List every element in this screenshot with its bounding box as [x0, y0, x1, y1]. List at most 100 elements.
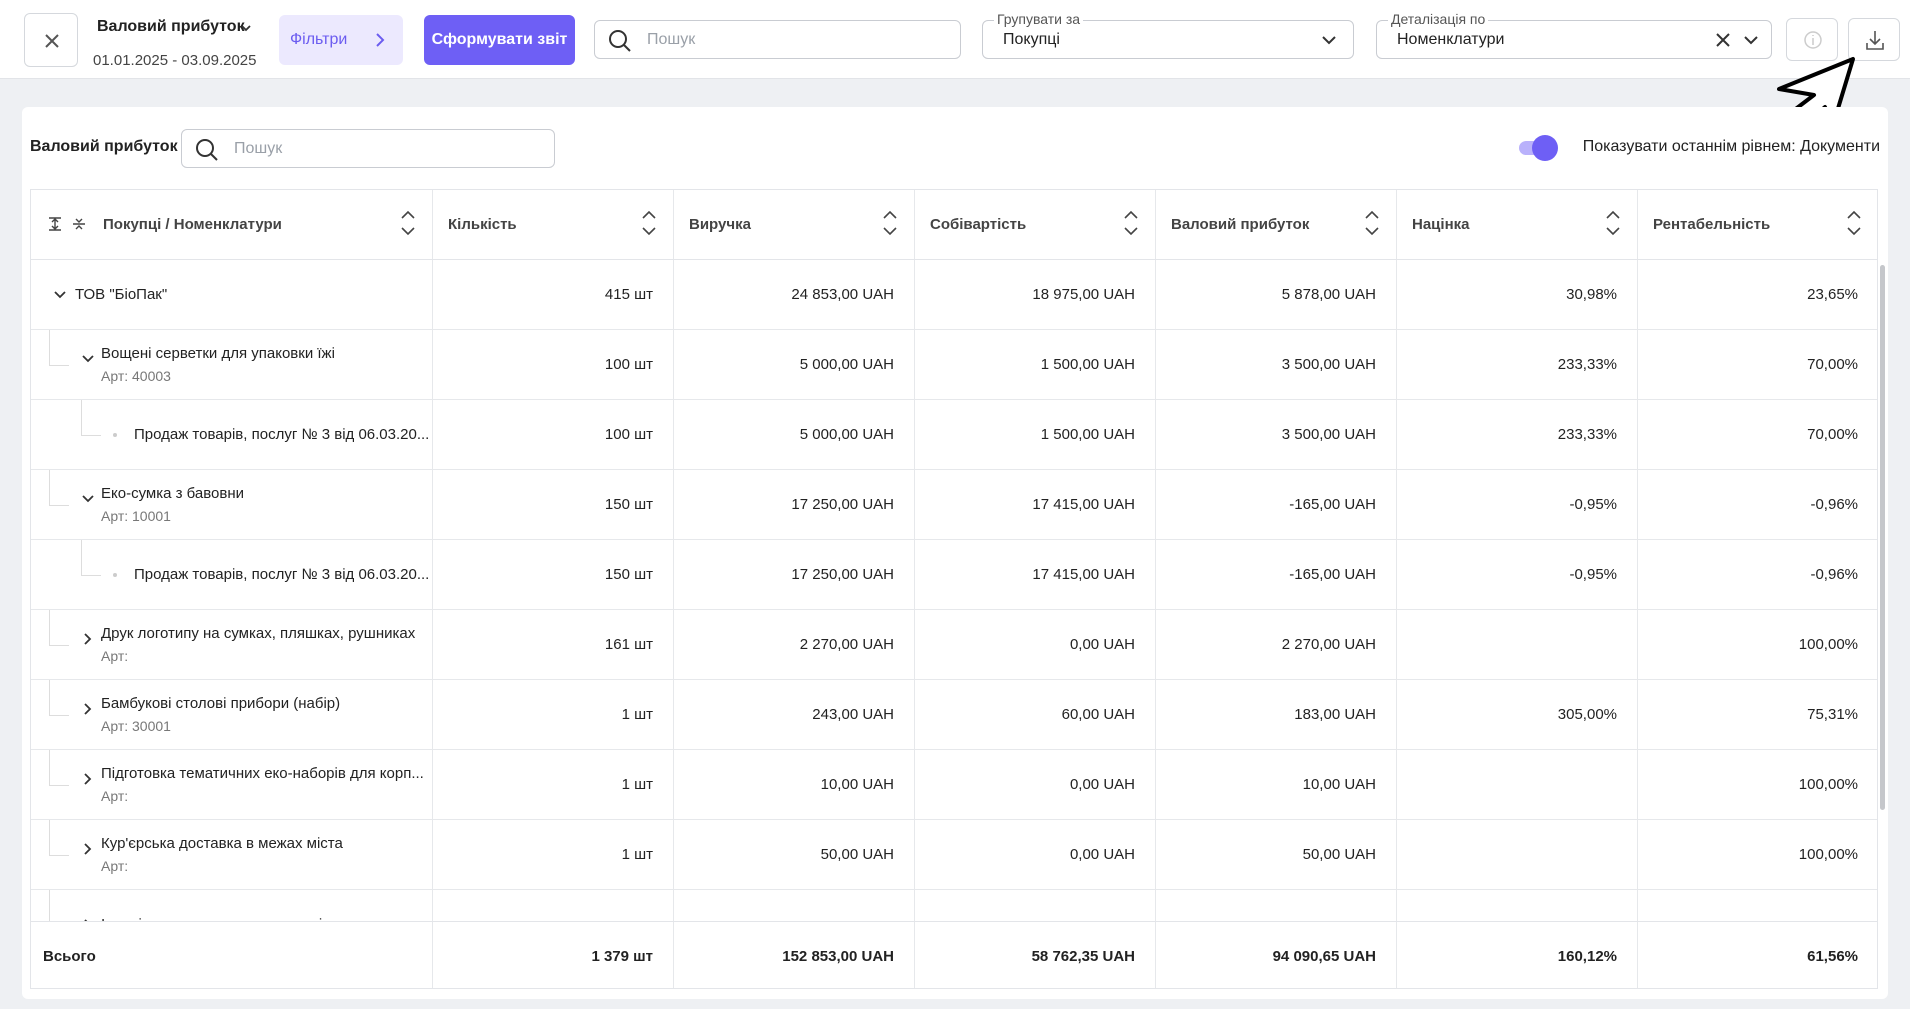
value-cell: 70,00% [1638, 330, 1877, 399]
row-name: Продаж товарів, послуг № 3 від 06.03.20.… [134, 566, 430, 583]
total-value: 58 762,35 UAH [1031, 948, 1135, 965]
column-header[interactable]: Виручка [674, 190, 915, 259]
top-bar: Валовий прибуток 01.01.2025 - 03.09.2025… [0, 0, 1910, 79]
close-button[interactable] [24, 13, 78, 67]
cell-value: 17 415,00 UAH [1032, 496, 1135, 513]
row-name: Підготовка тематичних еко-наборів для ко… [101, 765, 424, 782]
value-cell: -165,00 UAH [1156, 540, 1397, 609]
expand-all [49, 217, 61, 231]
cell-value: 70,00% [1807, 426, 1858, 443]
column-title: Виручка [689, 216, 751, 233]
cell-value: -0,95% [1569, 566, 1617, 583]
value-cell: 10,00 UAH [674, 750, 915, 819]
value-cell: 100 шт [433, 400, 674, 469]
cell-value: 0,00 UAH [1069, 776, 1135, 793]
cell-value: 50,00 UAH [1302, 846, 1376, 863]
cell-value: 233,33% [1557, 426, 1617, 443]
search-input[interactable]: Пошук [594, 20, 961, 59]
filters-button[interactable]: Фільтри [279, 15, 403, 65]
scrollbar-thumb [1880, 265, 1885, 810]
expand-button [81, 702, 95, 720]
cell-value: 1 шт [621, 776, 653, 793]
column-header[interactable]: Кількість [433, 190, 674, 259]
sort-icon [401, 210, 415, 236]
collapse-button [53, 288, 67, 306]
sort-button [1123, 210, 1139, 240]
cell-value: 5 000,00 UAH [799, 426, 894, 443]
value-cell: 2 270,00 UAH [674, 610, 915, 679]
column-header[interactable]: Рентабельність [1638, 190, 1877, 259]
table-row: Кур'єрська доставка в межах міста Арт: 1 ш… [31, 820, 1877, 890]
collapse-all [73, 218, 85, 230]
cell-value: 305,00% [1557, 706, 1617, 723]
generate-report-button[interactable]: Сформувати звіт [424, 15, 575, 65]
search-placeholder: Пошук [234, 140, 283, 157]
value-cell: 75,31% [1638, 680, 1877, 749]
value-cell: 50,00 UAH [674, 820, 915, 889]
column-header[interactable]: Валовий прибуток [1156, 190, 1397, 259]
value-cell: 18 975,00 UAH [915, 260, 1156, 329]
cell-value: 415 шт [604, 286, 653, 303]
total-cell: 1 379 шт [433, 922, 674, 988]
cell-value: 5 878,00 UAH [1281, 286, 1376, 303]
cell-value: 18 975,00 UAH [1032, 286, 1135, 303]
sort-icon [1847, 210, 1861, 236]
table-row: Продаж товарів, послуг № 3 від 06.03.20.… [31, 400, 1877, 470]
cell-value: 17 250,00 UAH [791, 496, 894, 513]
value-cell: 5 878,00 UAH [1156, 260, 1397, 329]
name-cell: Бамбукові столові прибори (набір) Арт: 30… [31, 680, 433, 749]
value-cell: 5 000,00 UAH [674, 330, 915, 399]
article-code: Арт: 30001 [101, 718, 171, 734]
value-cell: -0,95% [1397, 540, 1638, 609]
group-by-select[interactable]: Групувати за Покупці [982, 11, 1354, 59]
info-icon [1804, 31, 1822, 49]
column-title: Кількість [448, 216, 517, 233]
row-name: Кур'єрська доставка в межах міста [101, 835, 343, 852]
collapse-button [81, 352, 95, 370]
total-value: 94 090,65 UAH [1272, 948, 1376, 965]
toggle-switch[interactable] [1518, 133, 1560, 163]
clear-icon[interactable] [1715, 32, 1731, 48]
value-cell: 24 853,00 UAH [674, 260, 915, 329]
detail-by-select[interactable]: Деталізація по Номенклатури [1376, 11, 1772, 59]
cell-value: -0,96% [1810, 496, 1858, 513]
row-name: Друк логотипу на сумках, пляшках, рушник… [101, 625, 416, 642]
row-name: Бамбукові столові прибори (набір) [101, 695, 341, 712]
cell-value: 100 шт [604, 426, 653, 443]
value-cell [1397, 750, 1638, 819]
value-cell: -0,96% [1638, 470, 1877, 539]
cell-value: 2 270,00 UAH [1281, 636, 1376, 653]
cell-value: 17 415,00 UAH [1032, 566, 1135, 583]
value-cell: 23,65% [1638, 260, 1877, 329]
value-cell: -0,95% [1397, 470, 1638, 539]
info-button[interactable] [1786, 18, 1838, 61]
sort-button [1364, 210, 1380, 240]
table-row: ТОВ "БіоПак" 415 шт 24 853,00 UAH 18 975,00… [31, 260, 1877, 330]
header-row: Покупці / Номенклатури Кількість Виручка Со… [31, 190, 1877, 260]
cell-value: 233,33% [1557, 356, 1617, 373]
value-cell: 100,00% [1638, 750, 1877, 819]
chevron [84, 773, 92, 785]
value-cell: 3 500,00 UAH [1156, 330, 1397, 399]
total-value: 61,56% [1807, 948, 1858, 965]
value-cell: 233,33% [1397, 400, 1638, 469]
cell-value: 60,00 UAH [1061, 706, 1135, 723]
cell-value: 183,00 UAH [1294, 706, 1376, 723]
expand-button [81, 632, 95, 650]
column-title: Націнка [1412, 216, 1470, 233]
value-cell: 183,00 UAH [1156, 680, 1397, 749]
column-header[interactable]: Покупці / Номенклатури [31, 190, 433, 259]
row-name: Вощені серветки для упаковки їжі [101, 345, 335, 362]
expand-button [81, 842, 95, 860]
panel-search-input[interactable]: Пошук [181, 129, 555, 168]
row-name: Еко-сумка з бавовни [101, 485, 245, 502]
total-cell: 94 090,65 UAH [1156, 922, 1397, 988]
download-button[interactable] [1848, 18, 1900, 61]
value-cell: 243,00 UAH [674, 680, 915, 749]
column-header[interactable]: Націнка [1397, 190, 1638, 259]
value-cell: 100,00% [1638, 610, 1877, 679]
report-title[interactable]: Валовий прибуток [97, 18, 245, 35]
cell-value: 1 500,00 UAH [1040, 356, 1135, 373]
column-header[interactable]: Собівартість [915, 190, 1156, 259]
